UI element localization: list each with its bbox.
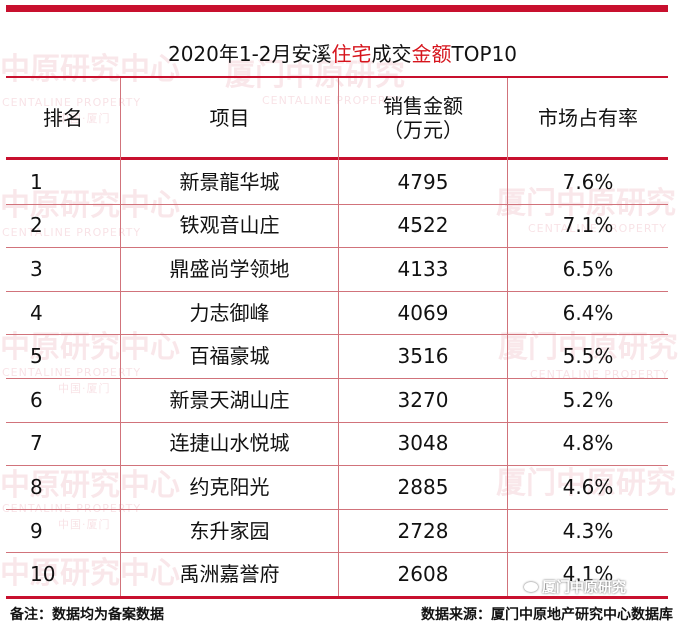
row-divider <box>6 552 668 553</box>
row-divider <box>6 378 668 379</box>
row-divider <box>6 291 668 292</box>
cell-sales: 2608 <box>397 562 449 587</box>
cell-rank: 5 <box>30 344 43 369</box>
cell-share: 7.1% <box>562 213 614 238</box>
cell-sales: 4069 <box>397 300 449 325</box>
cell-sales: 3048 <box>397 431 449 456</box>
cell-rank: 6 <box>30 387 43 412</box>
footer-source: 数据来源：厦门中原地产研究中心数据库 <box>421 607 673 623</box>
row-divider <box>6 247 668 248</box>
cell-share: 5.5% <box>562 344 614 369</box>
cell-rank: 1 <box>30 169 43 194</box>
cell-rank: 7 <box>30 431 43 456</box>
header-sales: 销售金额 （万元） <box>339 78 507 157</box>
table-bottom-rule <box>6 596 668 599</box>
title-part3: TOP10 <box>451 42 518 66</box>
footer-note: 备注：数据均为备案数据 <box>10 607 164 623</box>
header-share: 市场占有率 <box>538 105 638 130</box>
cell-rank: 9 <box>30 518 43 543</box>
cell-rank: 4 <box>30 300 43 325</box>
cell-project: 力志御峰 <box>189 300 270 325</box>
table-header-rule <box>6 157 668 160</box>
table-top-rule <box>6 76 668 78</box>
header-sales-line2: （万元） <box>383 117 463 142</box>
cell-sales: 2728 <box>397 518 449 543</box>
table-title: 2020年1-2月安溪住宅成交金额TOP10 <box>0 42 685 66</box>
header-sales-line1: 销售金额 <box>383 93 463 118</box>
cell-project: 东升家园 <box>189 518 270 543</box>
cell-project: 鼎盛尚学领地 <box>169 256 290 281</box>
cell-rank: 2 <box>30 213 43 238</box>
cell-share: 6.4% <box>562 300 614 325</box>
cell-project: 百福豪城 <box>189 344 270 369</box>
cell-project: 新景天湖山庄 <box>169 387 290 412</box>
row-divider <box>6 509 668 510</box>
cell-rank: 8 <box>30 474 43 499</box>
cell-sales: 3270 <box>397 387 449 412</box>
cell-share: 4.1% <box>562 562 614 587</box>
cell-sales: 4522 <box>397 213 449 238</box>
row-divider <box>6 422 668 423</box>
cell-sales: 4133 <box>397 256 449 281</box>
top-accent-bar <box>6 5 668 12</box>
column-divider <box>338 78 339 596</box>
header-rank: 排名 <box>43 105 83 130</box>
cell-project: 新景龍华城 <box>179 169 280 194</box>
cell-sales: 3516 <box>397 344 449 369</box>
cell-rank: 3 <box>30 256 43 281</box>
cell-share: 7.6% <box>562 169 614 194</box>
title-part2: 成交 <box>371 42 412 66</box>
cell-sales: 2885 <box>397 474 449 499</box>
title-part1: 2020年1-2月安溪 <box>167 42 332 66</box>
wechat-badge: 厦门中原研究 <box>524 577 626 597</box>
column-divider <box>507 78 508 596</box>
row-divider <box>6 465 668 466</box>
wechat-icon <box>524 582 538 592</box>
title-highlight-residential: 住宅 <box>331 42 372 66</box>
cell-share: 5.2% <box>562 387 614 412</box>
cell-project: 禹洲嘉誉府 <box>179 562 280 587</box>
row-divider <box>6 334 668 335</box>
badge-text: 厦门中原研究 <box>542 580 626 596</box>
header-project: 项目 <box>209 105 250 130</box>
cell-project: 连捷山水悦城 <box>169 431 290 456</box>
cell-project: 约克阳光 <box>189 474 270 499</box>
column-divider <box>120 78 121 596</box>
cell-share: 4.3% <box>562 518 614 543</box>
cell-sales: 4795 <box>397 169 449 194</box>
cell-share: 4.6% <box>562 474 614 499</box>
title-highlight-amount: 金额 <box>411 42 452 66</box>
cell-share: 6.5% <box>562 256 614 281</box>
row-divider <box>6 204 668 205</box>
cell-project: 铁观音山庄 <box>179 213 280 238</box>
cell-share: 4.8% <box>562 431 614 456</box>
cell-rank: 10 <box>30 562 56 587</box>
